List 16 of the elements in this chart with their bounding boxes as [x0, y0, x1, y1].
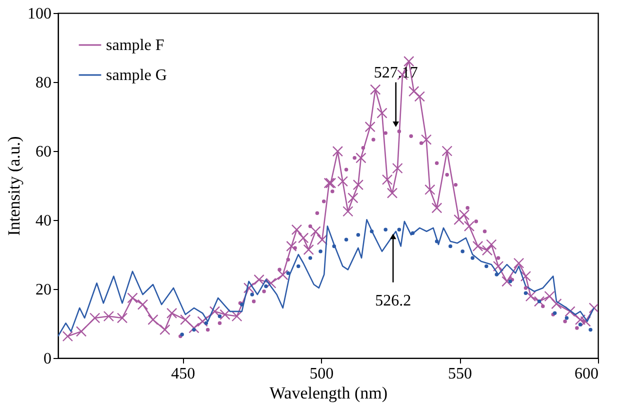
legend-label: sample G	[106, 67, 168, 84]
x-tick-label: 450	[171, 366, 196, 382]
annotation: 526.2	[375, 292, 412, 310]
y-tick-label: 20	[36, 282, 52, 298]
x-tick-label: 600	[574, 366, 598, 382]
y-tick-label: 40	[36, 212, 52, 230]
line-series	[58, 219, 594, 337]
x-tick-label: 550	[448, 366, 472, 382]
legend-label: sample F	[106, 37, 164, 54]
x-axis-title: Wavelength (nm)	[269, 384, 388, 402]
y-axis-title: Intensity (a.u.)	[4, 136, 24, 236]
y-tick-label: 80	[36, 74, 52, 92]
y-tick-label: 60	[36, 144, 52, 160]
y-tick-label: 0	[44, 350, 52, 368]
y-tick-label: 100	[28, 6, 52, 22]
x-tick-label: 500	[310, 366, 334, 382]
